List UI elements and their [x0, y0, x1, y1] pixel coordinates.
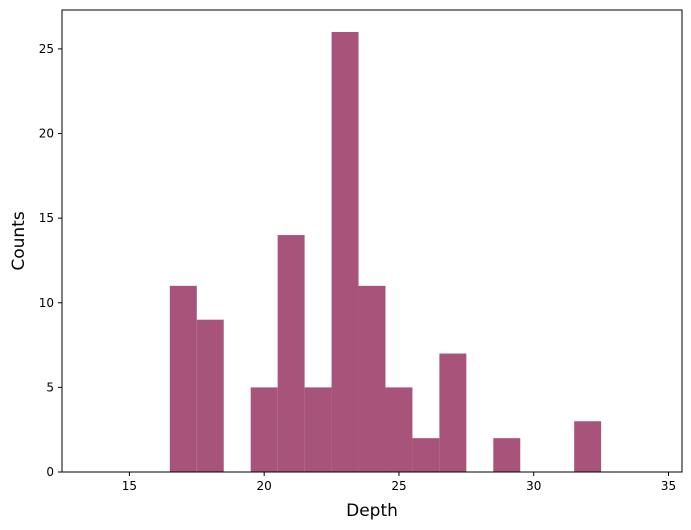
y-tick-label: 20 — [39, 127, 54, 141]
x-tick-label: 35 — [661, 479, 676, 493]
x-tick-label: 20 — [257, 479, 272, 493]
histogram-bar-0 — [169, 285, 197, 472]
histogram-bar-6 — [358, 285, 386, 472]
histogram-bar-10 — [493, 438, 521, 472]
histogram-bar-9 — [439, 353, 467, 472]
y-tick-label: 10 — [39, 296, 54, 310]
histogram-bar-11 — [574, 421, 602, 472]
histogram-bar-1 — [196, 319, 224, 472]
x-axis-label: Depth — [346, 501, 398, 521]
y-tick-label: 0 — [46, 465, 54, 479]
x-tick-label: 30 — [526, 479, 541, 493]
histogram-bar-8 — [412, 438, 440, 472]
x-axis: 15 20 25 30 35 — [122, 472, 676, 493]
histogram-bar-3 — [277, 235, 305, 472]
histogram-bar-5 — [331, 32, 359, 472]
y-tick-label: 25 — [39, 42, 54, 56]
histogram-bar-4 — [304, 387, 332, 472]
plot-frame — [61, 9, 683, 473]
x-tick-label: 15 — [122, 479, 137, 493]
bars-group — [169, 32, 602, 472]
y-tick-label: 15 — [39, 211, 54, 225]
y-tick-label: 5 — [46, 380, 54, 394]
histogram-bar-2 — [250, 387, 278, 472]
y-axis: 0 5 10 15 20 25 — [39, 42, 62, 479]
y-axis-label: Counts — [9, 211, 29, 270]
histogram-bar-7 — [385, 387, 413, 472]
x-tick-label: 25 — [391, 479, 406, 493]
